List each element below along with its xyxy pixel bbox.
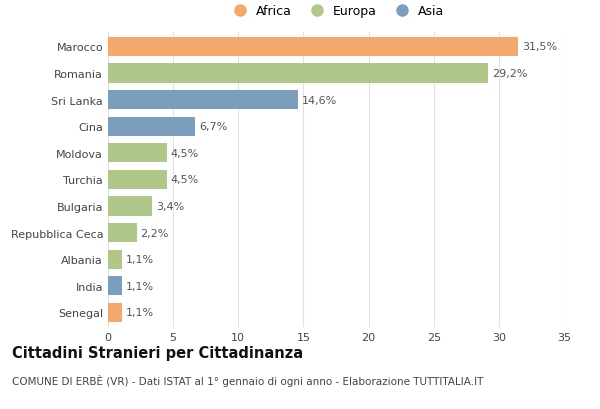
Text: 6,7%: 6,7%	[199, 122, 227, 132]
Bar	[108, 303, 122, 322]
Text: 1,1%: 1,1%	[126, 254, 154, 265]
Bar	[108, 171, 167, 189]
Text: 4,5%: 4,5%	[170, 175, 199, 185]
Bar	[108, 276, 122, 296]
Text: COMUNE DI ERBÈ (VR) - Dati ISTAT al 1° gennaio di ogni anno - Elaborazione TUTTI: COMUNE DI ERBÈ (VR) - Dati ISTAT al 1° g…	[12, 374, 484, 386]
Bar	[108, 38, 518, 57]
Bar	[108, 144, 167, 163]
Bar	[108, 117, 195, 137]
Bar	[108, 197, 152, 216]
Bar	[108, 91, 298, 110]
Text: 29,2%: 29,2%	[493, 69, 528, 79]
Bar	[108, 250, 122, 269]
Text: 14,6%: 14,6%	[302, 95, 337, 106]
Text: 3,4%: 3,4%	[156, 202, 184, 211]
Bar	[108, 223, 137, 243]
Legend: Africa, Europa, Asia: Africa, Europa, Asia	[225, 2, 447, 20]
Text: 31,5%: 31,5%	[523, 42, 557, 52]
Text: Cittadini Stranieri per Cittadinanza: Cittadini Stranieri per Cittadinanza	[12, 346, 303, 361]
Bar	[108, 64, 488, 83]
Text: 1,1%: 1,1%	[126, 281, 154, 291]
Text: 4,5%: 4,5%	[170, 148, 199, 158]
Text: 1,1%: 1,1%	[126, 308, 154, 318]
Text: 2,2%: 2,2%	[140, 228, 169, 238]
